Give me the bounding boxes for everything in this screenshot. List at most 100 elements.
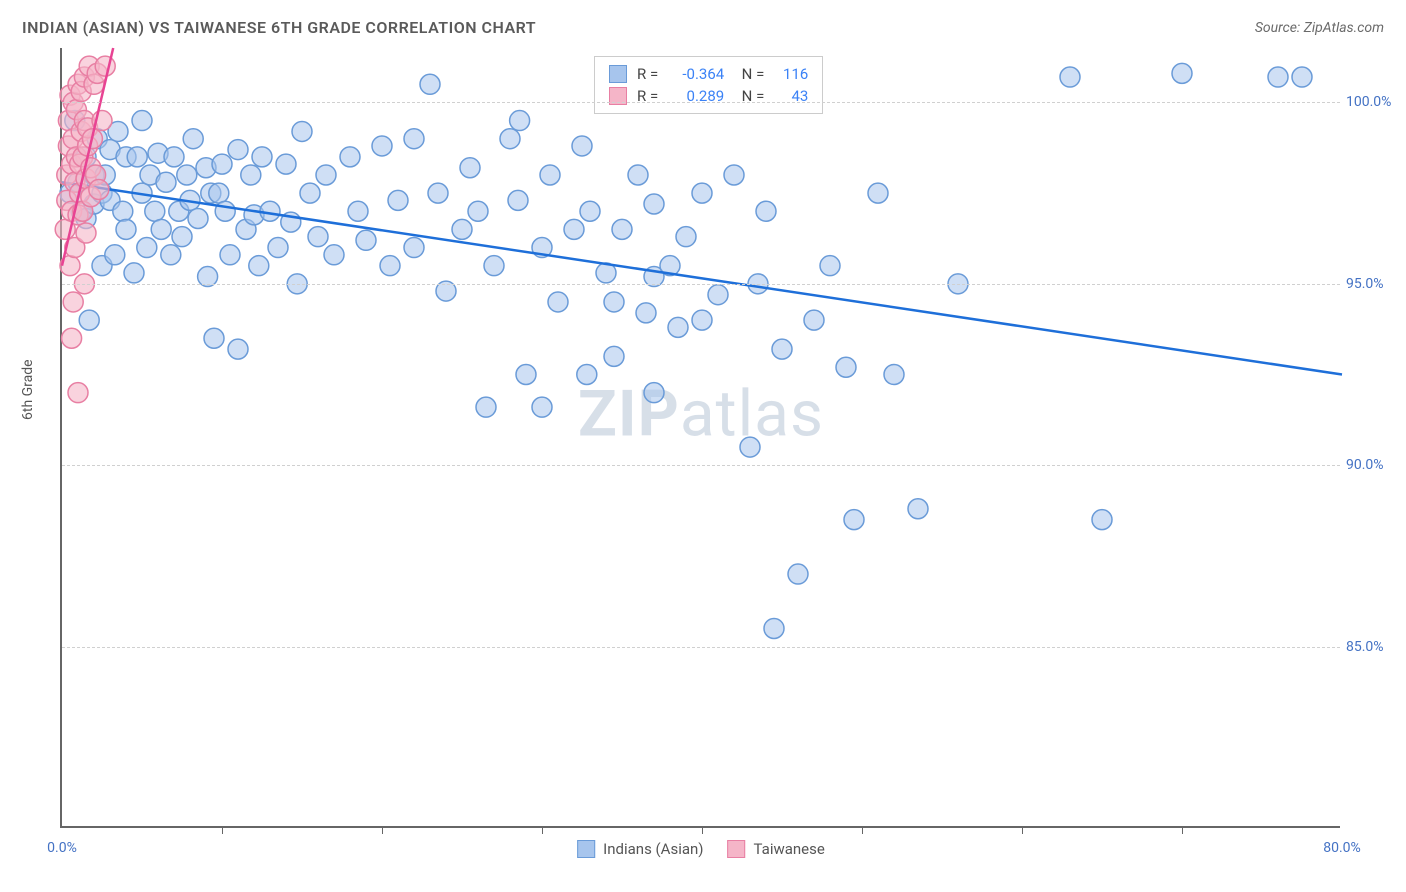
legend-label: Taiwanese xyxy=(754,840,825,858)
legend-item: Indians (Asian) xyxy=(577,840,703,858)
data-point xyxy=(708,285,728,305)
data-point xyxy=(577,365,597,385)
xtick xyxy=(702,826,703,834)
gridline xyxy=(62,647,1340,648)
stat-n-value: 116 xyxy=(774,65,808,83)
data-point xyxy=(95,56,115,76)
data-point xyxy=(268,238,288,258)
data-point xyxy=(836,357,856,377)
data-point xyxy=(508,190,528,210)
data-point xyxy=(204,328,224,348)
data-point xyxy=(252,147,272,167)
trend-line xyxy=(62,182,1342,374)
data-point xyxy=(540,165,560,185)
xtick-label: 0.0% xyxy=(47,840,77,856)
data-point xyxy=(188,209,208,229)
data-point xyxy=(644,383,664,403)
xtick xyxy=(542,826,543,834)
data-point xyxy=(692,183,712,203)
data-point xyxy=(276,154,296,174)
data-point xyxy=(183,129,203,149)
xtick xyxy=(1022,826,1023,834)
data-point xyxy=(452,219,472,239)
data-point xyxy=(820,256,840,276)
data-point xyxy=(145,201,165,221)
data-point xyxy=(636,303,656,323)
xtick xyxy=(862,826,863,834)
data-point xyxy=(132,111,152,131)
ytick-label: 95.0% xyxy=(1346,276,1406,292)
data-point xyxy=(628,165,648,185)
stat-r-value: -0.364 xyxy=(668,65,724,83)
legend-bottom: Indians (Asian) Taiwanese xyxy=(577,840,825,858)
data-point xyxy=(500,129,520,149)
data-point xyxy=(348,201,368,221)
data-point xyxy=(564,219,584,239)
legend-label: Indians (Asian) xyxy=(603,840,703,858)
data-point xyxy=(228,140,248,160)
data-point xyxy=(676,227,696,247)
data-point xyxy=(804,310,824,330)
data-point xyxy=(884,365,904,385)
legend-swatch xyxy=(577,840,595,858)
data-point xyxy=(908,499,928,519)
data-point xyxy=(428,183,448,203)
data-point xyxy=(228,339,248,359)
stat-n-label: N = xyxy=(734,65,764,83)
data-point xyxy=(63,292,83,312)
data-point xyxy=(764,618,784,638)
data-point xyxy=(127,147,147,167)
y-axis-label: 6th Grade xyxy=(20,359,36,420)
chart-title: INDIAN (ASIAN) VS TAIWANESE 6TH GRADE CO… xyxy=(22,18,536,37)
xtick-label: 80.0% xyxy=(1323,840,1361,856)
data-point xyxy=(484,256,504,276)
gridline xyxy=(62,465,1340,466)
plot-area: ZIPatlas R =-0.364 N =116R =0.289 N =43 … xyxy=(60,48,1340,828)
data-point xyxy=(300,183,320,203)
ytick-label: 100.0% xyxy=(1346,94,1406,110)
data-point xyxy=(220,245,240,265)
data-point xyxy=(788,564,808,584)
data-point xyxy=(172,227,192,247)
data-point xyxy=(476,397,496,417)
data-point xyxy=(1292,67,1312,87)
legend-item: Taiwanese xyxy=(728,840,825,858)
data-point xyxy=(460,158,480,178)
data-point xyxy=(116,219,136,239)
data-point xyxy=(62,328,82,348)
data-point xyxy=(177,165,197,185)
gridline xyxy=(62,284,1340,285)
data-point xyxy=(356,230,376,250)
xtick xyxy=(382,826,383,834)
stat-swatch xyxy=(609,65,627,83)
data-point xyxy=(249,256,269,276)
stat-r-label: R = xyxy=(637,65,658,83)
data-point xyxy=(868,183,888,203)
data-point xyxy=(113,201,133,221)
data-point xyxy=(724,165,744,185)
data-point xyxy=(212,154,232,174)
data-point xyxy=(137,238,157,258)
data-point xyxy=(380,256,400,276)
data-point xyxy=(604,292,624,312)
data-point xyxy=(1172,63,1192,83)
stat-row: R =0.289 N =43 xyxy=(609,85,808,107)
data-point xyxy=(772,339,792,359)
data-point xyxy=(756,201,776,221)
data-point xyxy=(532,397,552,417)
data-point xyxy=(516,365,536,385)
data-point xyxy=(161,245,181,265)
data-point xyxy=(164,147,184,167)
data-point xyxy=(372,136,392,156)
data-point xyxy=(740,437,760,457)
data-point xyxy=(340,147,360,167)
stat-box: R = -0.364 N = 116 R =0.289 N =43 xyxy=(594,56,823,114)
data-point xyxy=(510,111,530,131)
gridline xyxy=(62,102,1340,103)
data-point xyxy=(1268,67,1288,87)
data-point xyxy=(548,292,568,312)
data-point xyxy=(151,219,171,239)
data-point xyxy=(604,346,624,366)
scatter-svg xyxy=(62,48,1340,826)
data-point xyxy=(692,310,712,330)
